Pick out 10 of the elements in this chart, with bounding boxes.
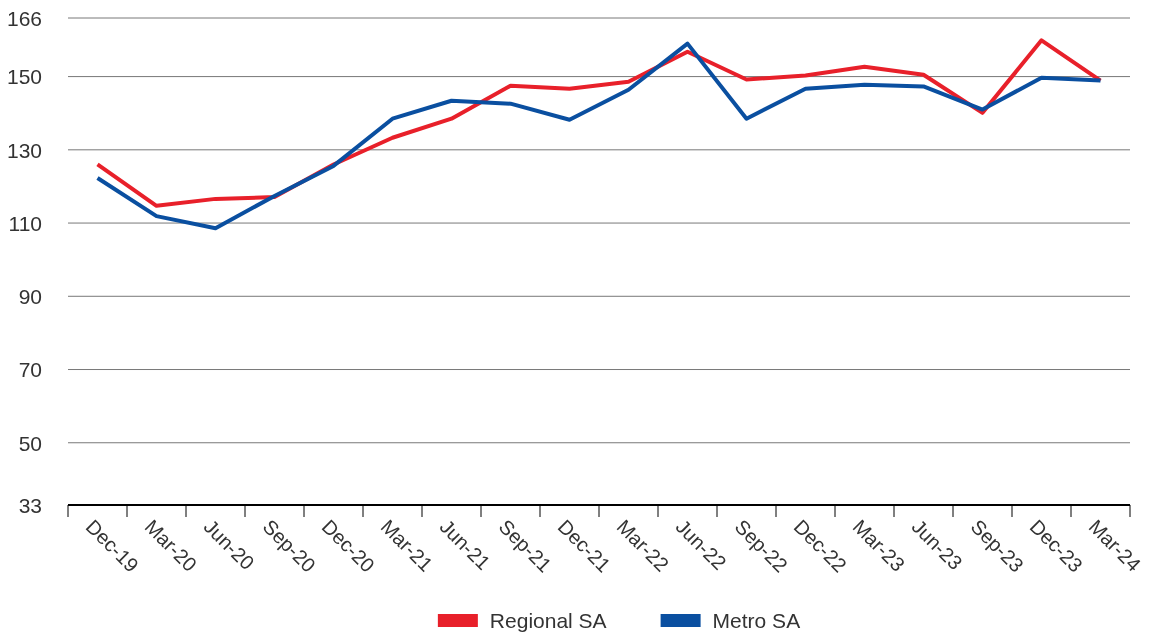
legend-label: Metro SA bbox=[712, 609, 801, 633]
y-tick-label: 50 bbox=[18, 431, 42, 455]
y-tick-label: 150 bbox=[6, 65, 42, 89]
y-tick-label: 90 bbox=[18, 285, 42, 309]
y-tick-label: 33 bbox=[18, 493, 42, 517]
y-tick-label: 130 bbox=[6, 138, 42, 162]
y-tick-label: 110 bbox=[8, 211, 42, 235]
y-tick-label: 70 bbox=[18, 358, 42, 382]
y-tick-label: 166 bbox=[6, 6, 42, 30]
legend-label: Regional SA bbox=[489, 609, 607, 633]
